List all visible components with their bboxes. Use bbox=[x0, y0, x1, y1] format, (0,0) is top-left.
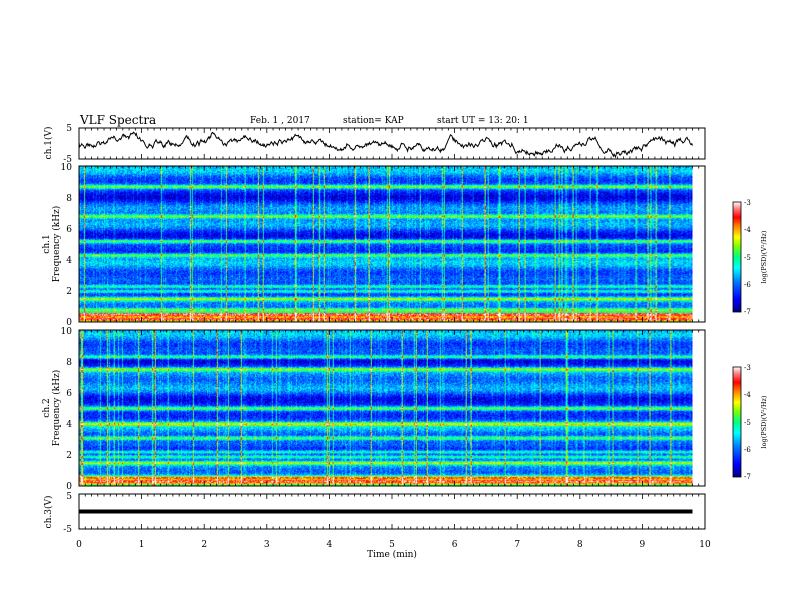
ch2-colorbar: -3 -4 -5 -6 -7 log(PSD)(V²/Hz) bbox=[732, 364, 768, 481]
ch1-spectrogram-ylabel-frequency: Frequency (kHz) bbox=[51, 206, 62, 283]
ch2-spectrogram-image bbox=[79, 330, 693, 486]
ch1-ytick-top: 5 bbox=[66, 124, 72, 134]
ch2-colorbar-tick-m6: -6 bbox=[744, 446, 751, 454]
ch1-freq-tick-0: 0 bbox=[66, 318, 72, 328]
ch2-freq-tick-10: 10 bbox=[61, 327, 73, 337]
ch2-colorbar-tick-m4: -4 bbox=[744, 391, 751, 399]
time-axis-tick-label-6: 6 bbox=[452, 540, 458, 550]
time-axis-tick-labels: 0 1 2 3 4 5 6 7 8 9 10 bbox=[76, 540, 711, 550]
time-axis-label: Time (min) bbox=[367, 549, 417, 560]
ch1-spectrogram-image bbox=[79, 166, 693, 322]
time-axis-tick-label-7: 7 bbox=[514, 540, 520, 550]
header-station: station= KAP bbox=[343, 116, 404, 126]
ch1-ytick-bottom: -5 bbox=[63, 155, 72, 165]
figure-title: VLF Spectra bbox=[79, 113, 156, 127]
ch1-freq-tick-2: 2 bbox=[66, 287, 72, 297]
time-axis-tick-label-3: 3 bbox=[264, 540, 270, 550]
ch2-freq-tick-4: 4 bbox=[66, 420, 72, 430]
ch1-colorbar-tick-m6: -6 bbox=[744, 281, 751, 289]
ch2-colorbar-label: log(PSD)(V²/Hz) bbox=[760, 395, 768, 448]
ch2-spectrogram-ylabel-frequency: Frequency (kHz) bbox=[51, 370, 62, 447]
ch1-colorbar-frame bbox=[732, 201, 742, 313]
time-axis-tick-label-8: 8 bbox=[577, 540, 583, 550]
ch1-waveform-xticks bbox=[78, 128, 706, 159]
header-start-time: start UT = 13: 20: 1 bbox=[437, 116, 529, 126]
ch3-waveform-xticks bbox=[78, 494, 706, 529]
ch2-freq-tick-0: 0 bbox=[66, 482, 72, 492]
ch1-freq-tick-8: 8 bbox=[66, 194, 72, 204]
ch2-colorbar-gradient bbox=[733, 367, 741, 477]
ch1-colorbar-tick-m4: -4 bbox=[744, 226, 751, 234]
ch1-colorbar-label: log(PSD)(V²/Hz) bbox=[760, 230, 768, 283]
header-date: Feb. 1 , 2017 bbox=[250, 116, 310, 126]
ch1-colorbar-tick-m3: -3 bbox=[744, 199, 751, 207]
ch2-spectrogram-ylabel-channel: ch.2 bbox=[42, 398, 52, 417]
ch1-colorbar-tick-m7: -7 bbox=[744, 308, 751, 316]
ch2-colorbar-tick-m7: -7 bbox=[744, 473, 751, 481]
ch3-waveform-ylabel: ch.3(V) bbox=[43, 496, 54, 529]
ch1-waveform-line bbox=[78, 131, 693, 159]
ch1-colorbar: -3 -4 -5 -6 -7 log(PSD)(V²/Hz) bbox=[732, 199, 768, 316]
ch1-waveform-panel: 5 -5 ch.1(V) bbox=[43, 124, 706, 165]
time-axis-tick-label-1: 1 bbox=[139, 540, 145, 550]
time-axis-tick-label-10: 10 bbox=[699, 540, 711, 550]
time-axis-tick-label-9: 9 bbox=[640, 540, 646, 550]
time-axis-tick-label-0: 0 bbox=[76, 540, 82, 550]
ch2-spectrogram-ticks bbox=[78, 330, 706, 486]
ch3-ytick-top: 5 bbox=[66, 492, 72, 502]
ch3-ytick-bottom: -5 bbox=[63, 525, 72, 535]
ch1-spectrogram-ylabel-channel: ch.1 bbox=[42, 234, 52, 253]
ch2-spectrogram-panel: 0 2 4 6 8 10 ch.2 Frequency (kHz) bbox=[42, 327, 706, 492]
ch2-colorbar-tick-m3: -3 bbox=[744, 364, 751, 372]
ch3-waveform-panel: 5 -5 ch.3(V) 0 1 2 3 4 5 6 7 8 9 10 Time (min) bbox=[43, 492, 711, 560]
time-axis-tick-label-2: 2 bbox=[201, 540, 207, 550]
time-axis-tick-label-4: 4 bbox=[327, 540, 333, 550]
ch1-spectrogram-panel: 0 2 4 6 8 10 ch.1 Frequency (kHz) bbox=[42, 163, 706, 328]
ch3-waveform-line bbox=[79, 509, 693, 514]
ch2-colorbar-tick-m5: -5 bbox=[744, 419, 751, 427]
ch1-colorbar-gradient bbox=[733, 202, 741, 312]
ch1-freq-tick-4: 4 bbox=[66, 256, 72, 266]
ch2-freq-tick-6: 6 bbox=[66, 389, 72, 399]
time-axis-tick-label-5: 5 bbox=[389, 540, 395, 550]
ch2-colorbar-frame bbox=[732, 366, 742, 478]
ch2-freq-tick-2: 2 bbox=[66, 451, 72, 461]
ch1-spectrogram-ticks bbox=[78, 166, 706, 322]
ch1-freq-tick-6: 6 bbox=[66, 225, 72, 235]
ch1-waveform-ylabel: ch.1(V) bbox=[43, 127, 54, 160]
ch1-colorbar-tick-m5: -5 bbox=[744, 254, 751, 262]
ch2-freq-tick-8: 8 bbox=[66, 358, 72, 368]
ch1-freq-tick-10: 10 bbox=[61, 163, 73, 173]
